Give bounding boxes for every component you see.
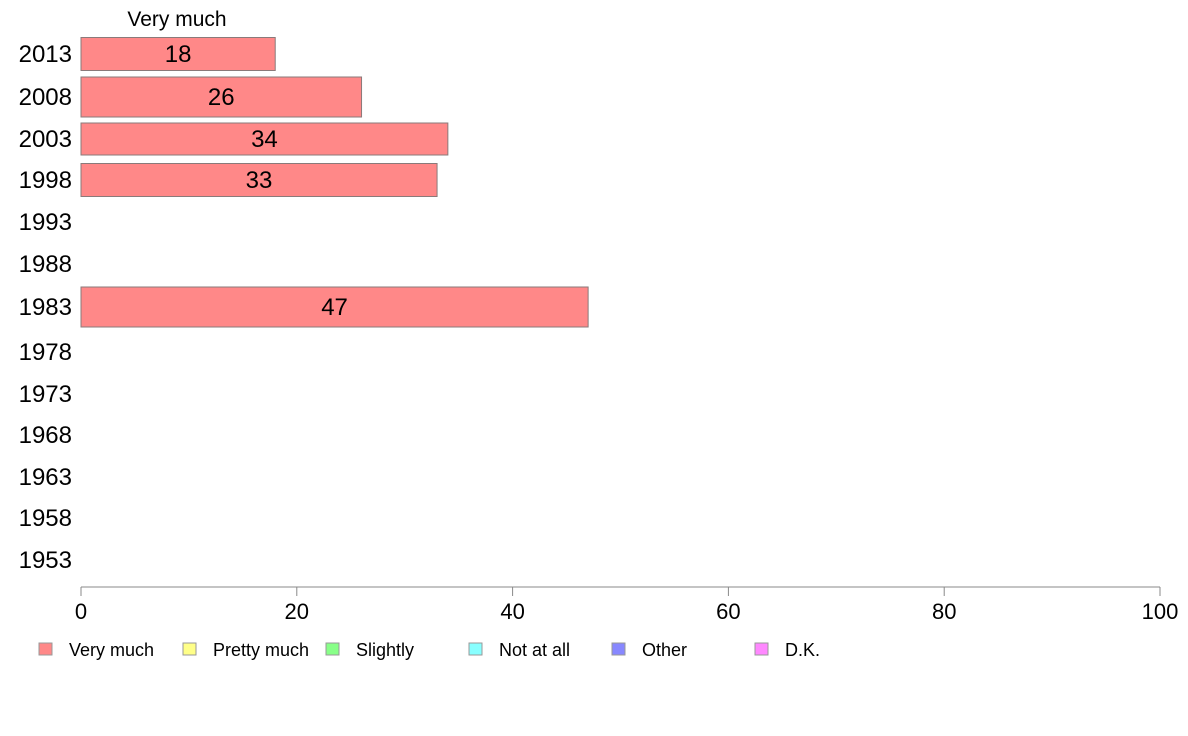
x-tick-label: 60 [716, 599, 740, 624]
legend-swatch [325, 642, 340, 656]
bar-very-much-2013 [80, 37, 276, 71]
year-label: 1978 [19, 339, 72, 366]
bar-value-label: 34 [251, 126, 278, 153]
x-tick-label: 40 [500, 599, 524, 624]
year-label: 1983 [19, 294, 72, 321]
year-label: 1973 [19, 381, 72, 408]
legend-swatch [38, 642, 53, 656]
bar-value-label: 33 [246, 167, 273, 194]
bar-value-label: 47 [321, 294, 348, 321]
x-tick-label: 100 [1142, 599, 1179, 624]
legend-swatch [182, 642, 197, 656]
bar-very-much-2003 [80, 122, 449, 156]
legend-swatch [611, 642, 626, 656]
x-tick-label: 20 [285, 599, 309, 624]
legend-swatch [468, 642, 483, 656]
year-labels: 2013 2008 2003 1998 1993 1988 1983 1978 1973 1968… [19, 41, 72, 574]
bar-value-label: 18 [165, 41, 192, 68]
year-label: 2013 [19, 41, 72, 68]
x-tick-label: 0 [75, 599, 87, 624]
year-label: 1963 [19, 464, 72, 491]
year-label: 1958 [19, 505, 72, 532]
year-label: 1993 [19, 209, 72, 236]
legend-label: Very much [69, 640, 154, 660]
legend-label: Not at all [499, 640, 570, 660]
legend-swatch [754, 642, 769, 656]
year-label: 1988 [19, 251, 72, 278]
bar-very-much-1983 [80, 286, 589, 328]
bars-layer: 18 26 34 33 47 [80, 37, 589, 328]
year-label: 1998 [19, 167, 72, 194]
year-label: 1968 [19, 422, 72, 449]
legend-label: D.K. [785, 640, 820, 660]
legend: Very much Pretty much Slightly Not at all Ot… [38, 640, 820, 660]
year-label: 2003 [19, 126, 72, 153]
bar-very-much-1998 [80, 163, 438, 197]
legend-label: Other [642, 640, 687, 660]
legend-label: Slightly [356, 640, 414, 660]
legend-label: Pretty much [213, 640, 309, 660]
x-tick-label: 80 [932, 599, 956, 624]
x-axis: 0 20 40 60 80 100 [75, 586, 1179, 624]
bar-very-much-2008 [80, 76, 363, 118]
series-header-label: Very much [127, 8, 226, 31]
bar-value-label: 26 [208, 84, 235, 111]
year-label: 1953 [19, 547, 72, 574]
year-label: 2008 [19, 84, 72, 111]
